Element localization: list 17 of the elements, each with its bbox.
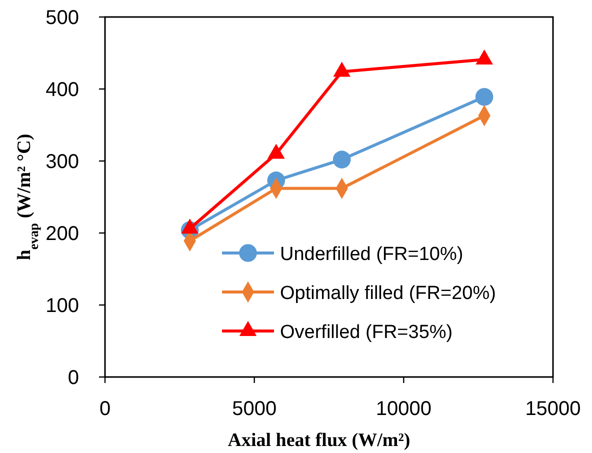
y-tick-label: 300 — [46, 151, 79, 173]
legend-label: Underfilled (FR=10%) — [280, 244, 464, 265]
y-tick-label: 400 — [46, 79, 79, 101]
y-tick-label: 100 — [46, 295, 79, 317]
point — [475, 88, 494, 106]
legend-label: Optimally filled (FR=20%) — [280, 283, 496, 304]
y-tick-label: 500 — [46, 7, 79, 29]
x-tick-label: 0 — [99, 398, 111, 420]
y-tick-label: 0 — [68, 367, 79, 389]
x-tick-label: 5000 — [232, 398, 277, 420]
x-tick-label: 10000 — [376, 398, 432, 420]
point — [332, 150, 351, 168]
legend-label: Overfilled (FR=35%) — [280, 322, 453, 343]
y-tick-label: 200 — [46, 223, 79, 245]
point — [333, 62, 351, 77]
x-tick-label: 15000 — [525, 398, 581, 420]
x-axis-title: Axial heat flux (W/m²) — [228, 430, 410, 451]
